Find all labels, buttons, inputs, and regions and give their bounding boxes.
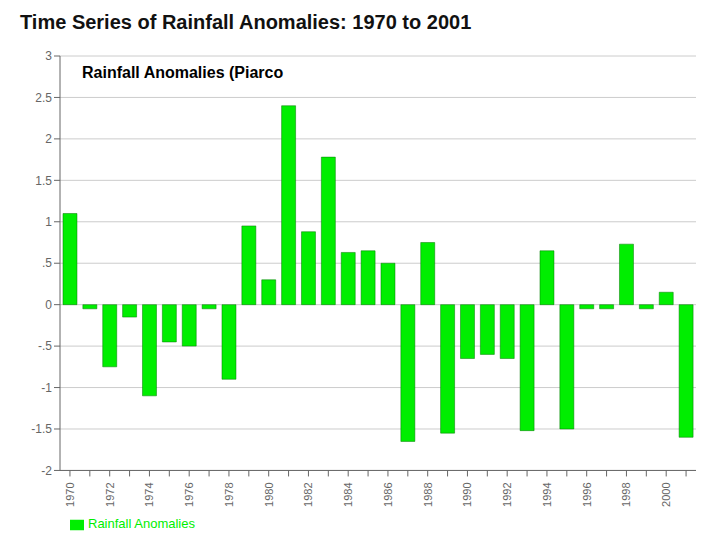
svg-text:0: 0 — [45, 298, 52, 312]
svg-text:-2: -2 — [41, 464, 52, 478]
svg-text:3: 3 — [45, 49, 52, 63]
svg-text:2.5: 2.5 — [35, 91, 52, 105]
svg-text:1.5: 1.5 — [35, 174, 52, 188]
svg-text:1984: 1984 — [342, 482, 354, 506]
svg-text:1988: 1988 — [422, 482, 434, 506]
svg-text:1992: 1992 — [501, 482, 513, 506]
svg-text:1982: 1982 — [302, 482, 314, 506]
svg-text:2000: 2000 — [660, 482, 672, 506]
svg-text:1974: 1974 — [143, 482, 155, 506]
svg-text:1980: 1980 — [263, 482, 275, 506]
svg-text:1986: 1986 — [382, 482, 394, 506]
svg-text:1996: 1996 — [581, 482, 593, 506]
svg-text:1990: 1990 — [461, 482, 473, 506]
svg-text:1970: 1970 — [64, 482, 76, 506]
svg-text:-1: -1 — [41, 381, 52, 395]
svg-text:1: 1 — [45, 215, 52, 229]
svg-text:2: 2 — [45, 132, 52, 146]
svg-text:1978: 1978 — [223, 482, 235, 506]
html-text:Rainfall Anomalies (Piarco: Rainfall Anomalies (Piarco — [82, 64, 284, 81]
svg-text:1998: 1998 — [620, 482, 632, 506]
svg-text:1994: 1994 — [541, 482, 553, 506]
html-text:Time Series of Rainfall Anomal: Time Series of Rainfall Anomalies: 1970 … — [20, 11, 472, 33]
svg-text:1976: 1976 — [183, 482, 195, 506]
svg-text:-.5: -.5 — [38, 339, 52, 353]
svg-text:.5: .5 — [42, 256, 52, 270]
html-text:Rainfall Anomalies: Rainfall Anomalies — [88, 516, 195, 532]
svg-text:1972: 1972 — [104, 482, 116, 506]
svg-text:-1.5: -1.5 — [31, 422, 52, 436]
